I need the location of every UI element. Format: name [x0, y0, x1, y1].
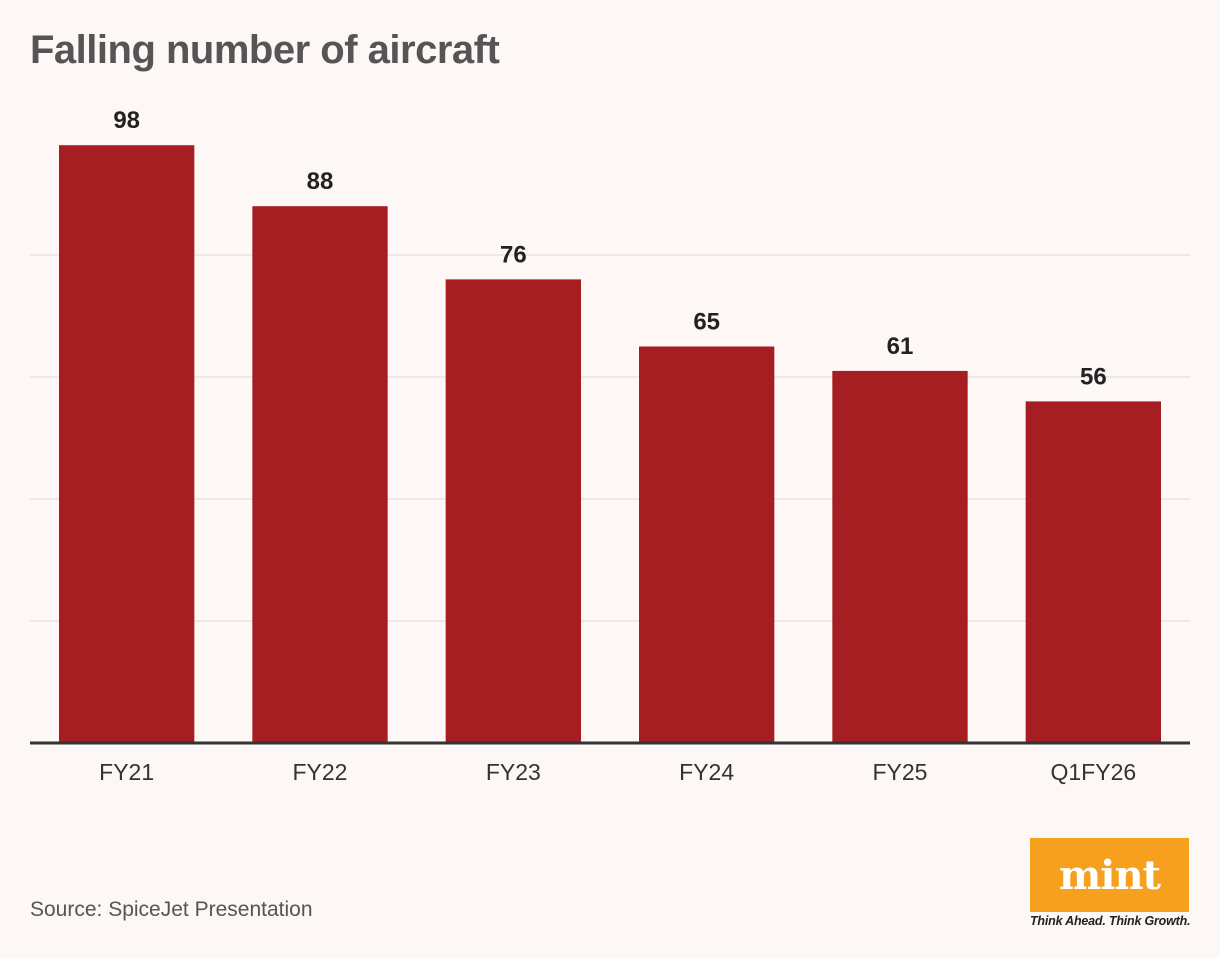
x-tick-fy21: FY21 [99, 759, 154, 785]
x-tick-labels: FY21 FY22 FY23 FY24 FY25 Q1FY26 [99, 759, 1136, 785]
bar-fy24 [639, 346, 775, 743]
value-label-fy21: 98 [113, 107, 140, 134]
source-note: Source: SpiceJet Presentation [30, 898, 313, 921]
x-tick-fy23: FY23 [486, 759, 541, 785]
x-tick-q1fy26: Q1FY26 [1051, 759, 1137, 785]
value-labels: 98 88 76 65 61 56 [113, 107, 1106, 390]
value-label-fy22: 88 [307, 168, 334, 195]
x-tick-fy25: FY25 [873, 759, 928, 785]
chart-title: Falling number of aircraft [30, 28, 500, 72]
value-label-fy23: 76 [500, 241, 527, 268]
gridlines [30, 254, 1190, 622]
logo-tagline: Think Ahead. Think Growth. [1030, 914, 1191, 928]
bars [59, 145, 1161, 743]
value-label-fy24: 65 [693, 309, 720, 336]
value-label-fy25: 61 [887, 333, 914, 360]
bar-q1fy26 [1025, 401, 1161, 743]
logo-wordmark: mint [1058, 851, 1161, 899]
bar-fy21 [59, 145, 195, 743]
bar-fy23 [445, 279, 581, 743]
bar-fy22 [252, 206, 388, 743]
x-tick-fy22: FY22 [293, 759, 348, 785]
bar-chart: 98 88 76 65 61 56 FY21 FY22 FY23 FY24 FY25 Q1FY26 [30, 107, 1190, 785]
bar-fy25 [832, 370, 968, 743]
mint-logo: mint [1030, 838, 1189, 912]
value-label-q1fy26: 56 [1080, 363, 1107, 390]
x-tick-fy24: FY24 [679, 759, 734, 785]
